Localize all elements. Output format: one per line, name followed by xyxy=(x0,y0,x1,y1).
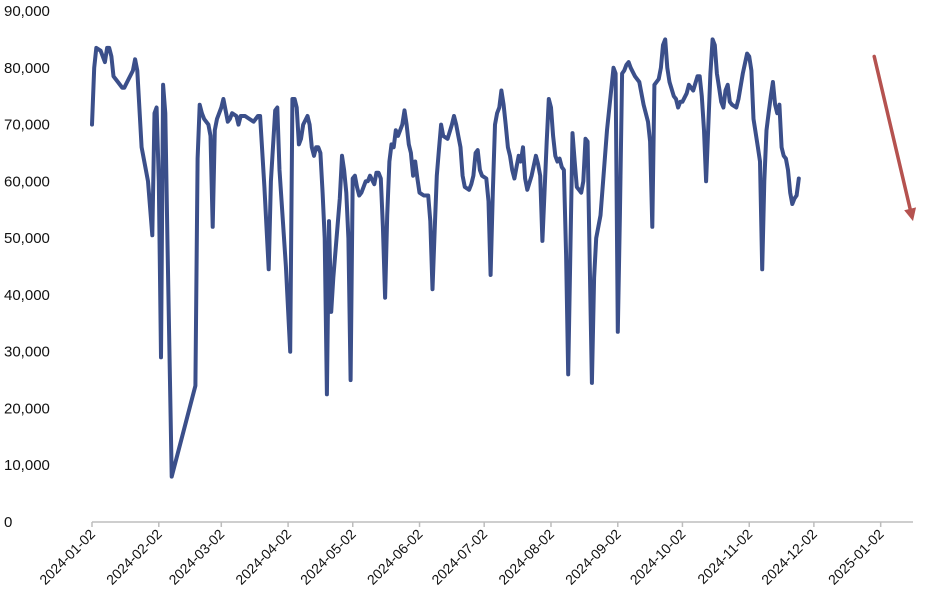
y-tick-label: 50,000 xyxy=(4,230,50,247)
y-tick-label: 40,000 xyxy=(4,287,50,304)
y-tick-label: 90,000 xyxy=(4,3,50,20)
y-tick-label: 10,000 xyxy=(4,457,50,474)
x-tick-label: 2024-07-02 xyxy=(428,526,490,588)
x-tick-label: 2024-10-02 xyxy=(627,526,689,588)
x-tick-label: 2024-05-02 xyxy=(297,526,359,588)
trend-arrow-shaft xyxy=(872,54,913,214)
y-tick-label: 70,000 xyxy=(4,117,50,134)
y-axis-tick-labels: 0 10,000 20,000 30,000 40,000 50,000 60,000 70,… xyxy=(4,3,50,531)
series-layer xyxy=(90,37,801,479)
x-tick-label: 2024-04-02 xyxy=(232,526,294,588)
x-tick-label: 2024-03-02 xyxy=(165,526,227,588)
x-tick-label: 2024-02-02 xyxy=(103,526,165,588)
trend-arrow-head xyxy=(904,207,917,222)
x-axis: 2024-01-02 2024-02-02 2024-03-02 2024-04-02… xyxy=(36,521,913,588)
x-tick-label: 2025-01-02 xyxy=(825,526,887,588)
series-line xyxy=(90,37,801,479)
x-tick-label: 2024-08-02 xyxy=(495,526,557,588)
x-tick-label: 2024-12-02 xyxy=(758,526,820,588)
x-tick-label: 2024-09-02 xyxy=(562,526,624,588)
y-tick-label: 60,000 xyxy=(4,173,50,190)
y-tick-label: 80,000 xyxy=(4,60,50,77)
trend-arrow xyxy=(872,54,917,222)
x-tick-label: 2024-01-02 xyxy=(36,526,98,588)
x-tick-label: 2024-11-02 xyxy=(694,526,755,587)
y-tick-label: 0 xyxy=(4,514,12,531)
y-tick-label: 20,000 xyxy=(4,400,50,417)
y-tick-label: 30,000 xyxy=(4,344,50,361)
x-tick-label: 2024-06-02 xyxy=(364,526,426,588)
